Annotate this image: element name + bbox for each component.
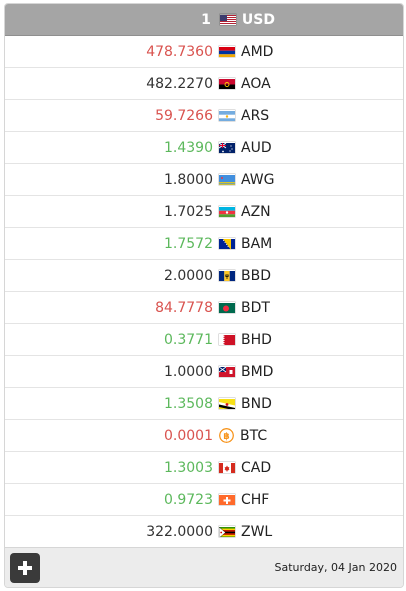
flag-switzerland-icon [219,494,235,505]
currency-code: AUD [241,139,272,156]
rate-value: 1.7025 [164,203,213,220]
rate-value: 1.7572 [164,235,213,252]
currency-code: AZN [241,203,271,220]
currency-code: CHF [241,491,270,508]
currency-row-btc[interactable]: 0.0001 ฿ BTC [5,420,403,452]
currency-row-bam[interactable]: 1.7572 BAM [5,228,403,260]
currency-row-bnd[interactable]: 1.3508 BND [5,388,403,420]
rate-value: 84.7778 [155,299,213,316]
plus-icon [18,560,32,575]
rate-value: 1.8000 [164,171,213,188]
currency-row-bmd[interactable]: 1.0000 BMD [5,356,403,388]
currency-code: AOA [241,75,271,92]
flag-zimbabwe-icon [219,526,235,537]
bitcoin-icon: ฿ [219,428,234,443]
currency-row-cad[interactable]: 1.3003 CAD [5,452,403,484]
currency-code: BDT [241,299,270,316]
flag-australia-icon [219,142,235,153]
rates-date: Saturday, 04 Jan 2020 [274,561,397,574]
currency-converter-widget: 1 USD 478.7360 AMD 482.2270 AOA 59.7266 ARS 1.… [4,3,404,588]
currency-row-bdt[interactable]: 84.7778 BDT [5,292,403,324]
currency-code: BMD [241,363,274,380]
currency-code: BHD [241,331,272,348]
flag-azerbaijan-icon [219,206,235,217]
footer-bar: Saturday, 04 Jan 2020 [5,547,403,587]
flag-angola-icon [219,78,235,89]
flag-aruba-icon [219,174,235,185]
currency-row-chf[interactable]: 0.9723 CHF [5,484,403,516]
rate-value: 322.0000 [146,523,213,540]
base-currency-code: USD [241,11,275,28]
base-amount: 1 [201,11,211,28]
add-currency-button[interactable] [10,552,40,583]
currency-list: 478.7360 AMD 482.2270 AOA 59.7266 ARS 1.4390 AU… [5,36,403,548]
flag-argentina-icon [219,110,235,121]
currency-code: BTC [240,427,268,444]
currency-row-zwl[interactable]: 322.0000 ZWL [5,516,403,548]
svg-text:฿: ฿ [223,432,229,442]
currency-row-bhd[interactable]: 0.3771 BHD [5,324,403,356]
rate-value: 1.3508 [164,395,213,412]
rate-value: 482.2270 [146,75,213,92]
currency-row-aoa[interactable]: 482.2270 AOA [5,68,403,100]
flag-canada-icon [219,462,235,473]
currency-row-bbd[interactable]: 2.0000 BBD [5,260,403,292]
flag-bangladesh-icon [219,302,235,313]
flag-brunei-icon [219,398,235,409]
currency-row-aud[interactable]: 1.4390 AUD [5,132,403,164]
base-currency-header[interactable]: 1 USD [5,4,403,36]
currency-code: ARS [241,107,270,124]
currency-row-amd[interactable]: 478.7360 AMD [5,36,403,68]
rate-value: 0.0001 [164,427,213,444]
currency-code: BBD [241,267,271,284]
rate-value: 478.7360 [146,43,213,60]
rate-value: 59.7266 [155,107,213,124]
currency-code: BND [241,395,272,412]
currency-code: AMD [241,43,274,60]
flag-bosnia-icon [219,238,235,249]
flag-armenia-icon [219,46,235,57]
flag-bermuda-icon [219,366,235,377]
currency-code: ZWL [241,523,273,540]
rate-value: 1.4390 [164,139,213,156]
flag-barbados-icon [219,270,235,281]
rate-value: 1.0000 [164,363,213,380]
rate-value: 1.3003 [164,459,213,476]
rate-value: 0.9723 [164,491,213,508]
rate-value: 2.0000 [164,267,213,284]
currency-code: CAD [241,459,272,476]
currency-row-ars[interactable]: 59.7266 ARS [5,100,403,132]
flag-usa-icon [219,14,236,25]
currency-code: BAM [241,235,273,252]
currency-row-awg[interactable]: 1.8000 AWG [5,164,403,196]
flag-bahrain-icon [219,334,235,345]
currency-row-azn[interactable]: 1.7025 AZN [5,196,403,228]
currency-code: AWG [241,171,275,188]
rate-value: 0.3771 [164,331,213,348]
